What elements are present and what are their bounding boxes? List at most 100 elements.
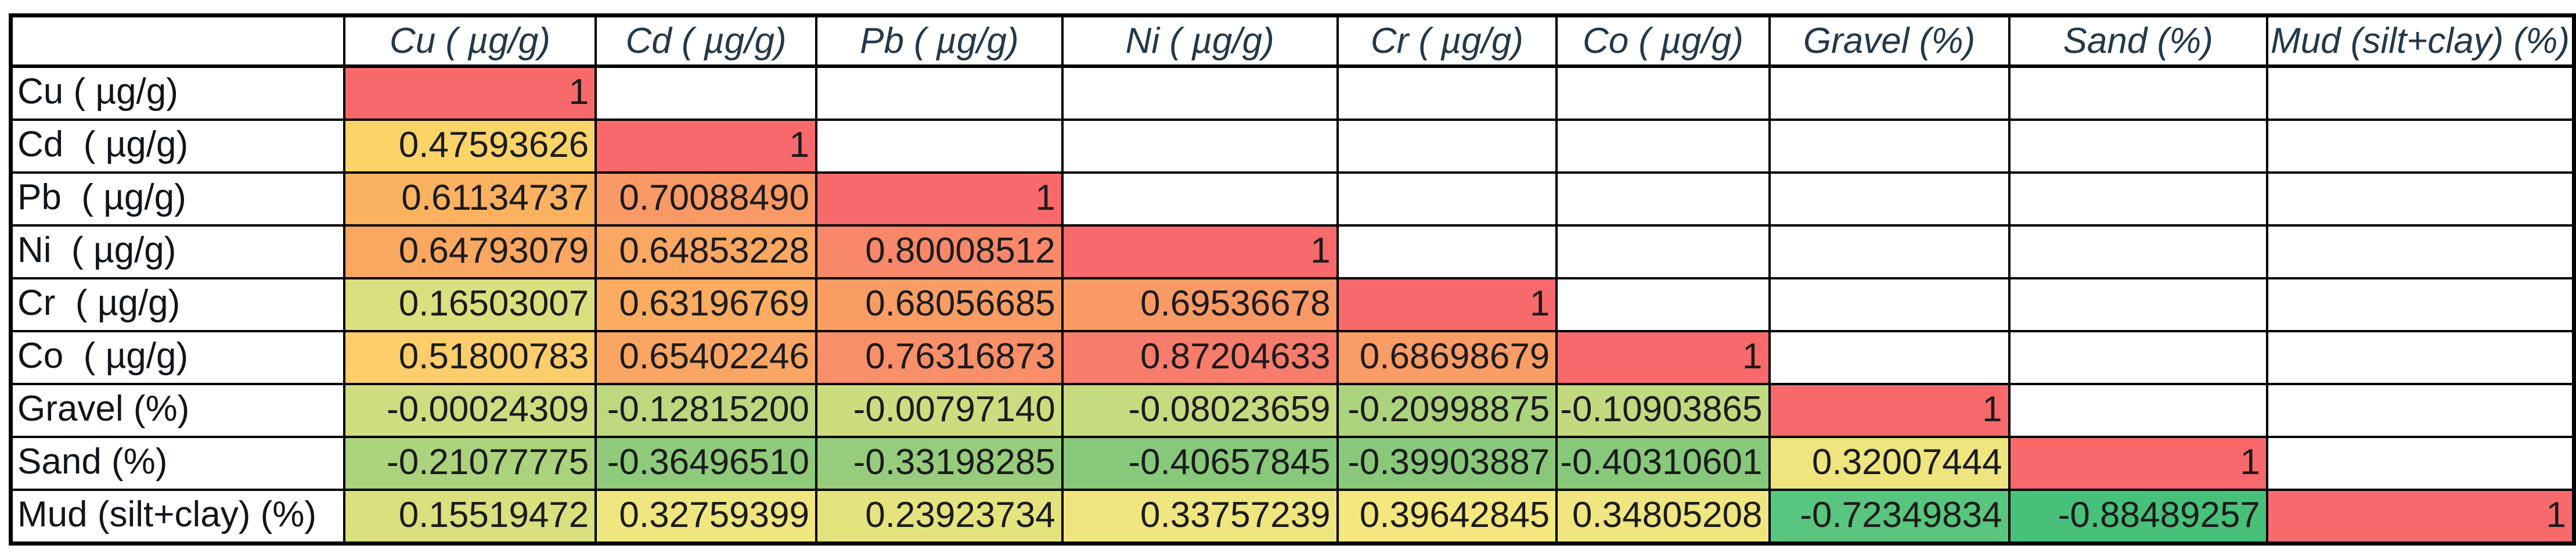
empty-cell[interactable]	[2265, 171, 2575, 227]
matrix-cell[interactable]: 1	[343, 64, 597, 121]
empty-cell[interactable]	[2265, 382, 2575, 438]
row-label[interactable]: Mud (silt+clay) (%)	[9, 488, 345, 544]
matrix-cell[interactable]: 0.32759399	[595, 488, 817, 544]
row-label[interactable]: Ni ( µg/g)	[9, 224, 345, 279]
matrix-cell[interactable]: 0.76316873	[815, 329, 1064, 385]
matrix-cell[interactable]: -0.36496510	[595, 435, 817, 491]
empty-cell[interactable]	[1061, 171, 1339, 227]
matrix-cell[interactable]: -0.00024309	[343, 382, 597, 438]
empty-cell[interactable]	[2008, 382, 2268, 438]
matrix-cell[interactable]: 0.68698679	[1336, 329, 1558, 385]
empty-cell[interactable]	[2008, 118, 2268, 174]
empty-cell[interactable]	[1555, 277, 1771, 332]
empty-cell[interactable]	[2008, 171, 2268, 227]
matrix-cell[interactable]: -0.08023659	[1061, 382, 1339, 438]
empty-cell[interactable]	[2265, 64, 2575, 121]
row-label[interactable]: Cr ( µg/g)	[9, 277, 345, 332]
column-header[interactable]: Co ( µg/g)	[1555, 14, 1771, 68]
matrix-cell[interactable]: -0.72349834	[1768, 488, 2011, 544]
matrix-cell[interactable]: 0.34805208	[1555, 488, 1771, 544]
column-header[interactable]: Cr ( µg/g)	[1336, 14, 1558, 68]
empty-cell[interactable]	[1336, 118, 1558, 174]
column-header[interactable]: Sand (%)	[2008, 14, 2268, 68]
matrix-cell[interactable]: -0.20998875	[1336, 382, 1558, 438]
matrix-cell[interactable]: 0.47593626	[343, 118, 597, 174]
column-header[interactable]: Gravel (%)	[1768, 14, 2011, 68]
empty-cell[interactable]	[1336, 64, 1558, 121]
row-label[interactable]: Cd ( µg/g)	[9, 118, 345, 174]
matrix-cell[interactable]: -0.10903865	[1555, 382, 1771, 438]
empty-cell[interactable]	[1061, 64, 1339, 121]
matrix-cell[interactable]: 0.65402246	[595, 329, 817, 385]
empty-cell[interactable]	[2008, 329, 2268, 385]
empty-cell[interactable]	[595, 64, 817, 121]
matrix-cell[interactable]: 1	[2008, 435, 2268, 491]
matrix-cell[interactable]: 0.64853228	[595, 224, 817, 279]
matrix-cell[interactable]: -0.00797140	[815, 382, 1064, 438]
matrix-cell[interactable]: -0.40310601	[1555, 435, 1771, 491]
row-label[interactable]: Pb ( µg/g)	[9, 171, 345, 227]
matrix-cell[interactable]: 1	[1061, 224, 1339, 279]
matrix-cell[interactable]: 0.63196769	[595, 277, 817, 332]
empty-cell[interactable]	[1555, 64, 1771, 121]
empty-cell[interactable]	[1061, 118, 1339, 174]
empty-cell[interactable]	[815, 118, 1064, 174]
empty-cell[interactable]	[1768, 118, 2011, 174]
row-label[interactable]: Gravel (%)	[9, 382, 345, 438]
empty-cell[interactable]	[2008, 224, 2268, 279]
empty-cell[interactable]	[1555, 171, 1771, 227]
empty-cell[interactable]	[2265, 435, 2575, 491]
empty-cell[interactable]	[2265, 118, 2575, 174]
matrix-cell[interactable]: 0.87204633	[1061, 329, 1339, 385]
empty-cell[interactable]	[1555, 224, 1771, 279]
empty-cell[interactable]	[1555, 118, 1771, 174]
column-header[interactable]: Cu ( µg/g)	[343, 14, 597, 68]
matrix-cell[interactable]: -0.40657845	[1061, 435, 1339, 491]
empty-cell[interactable]	[2265, 277, 2575, 332]
matrix-cell[interactable]: 0.70088490	[595, 171, 817, 227]
column-header[interactable]: Cd ( µg/g)	[595, 14, 817, 68]
column-header[interactable]: Ni ( µg/g)	[1061, 14, 1339, 68]
matrix-cell[interactable]: 0.51800783	[343, 329, 597, 385]
matrix-cell[interactable]: 1	[1768, 382, 2011, 438]
matrix-cell[interactable]: 1	[595, 118, 817, 174]
matrix-cell[interactable]: 0.80008512	[815, 224, 1064, 279]
matrix-cell[interactable]: 0.33757239	[1061, 488, 1339, 544]
empty-cell[interactable]	[1768, 224, 2011, 279]
empty-cell[interactable]	[2265, 329, 2575, 385]
column-header[interactable]: Pb ( µg/g)	[815, 14, 1064, 68]
column-header[interactable]: Mud (silt+clay) (%)	[2265, 14, 2575, 68]
empty-cell[interactable]	[2265, 224, 2575, 279]
matrix-cell[interactable]: 0.15519472	[343, 488, 597, 544]
matrix-cell[interactable]: -0.39903887	[1336, 435, 1558, 491]
empty-cell[interactable]	[1768, 329, 2011, 385]
matrix-cell[interactable]: 0.68056685	[815, 277, 1064, 332]
matrix-cell[interactable]: 0.16503007	[343, 277, 597, 332]
matrix-cell[interactable]: -0.21077775	[343, 435, 597, 491]
matrix-cell[interactable]: 1	[2265, 488, 2575, 544]
matrix-cell[interactable]: 0.69536678	[1061, 277, 1339, 332]
empty-cell[interactable]	[1768, 171, 2011, 227]
matrix-cell[interactable]: 0.32007444	[1768, 435, 2011, 491]
corner-cell[interactable]	[9, 14, 345, 68]
row-label[interactable]: Sand (%)	[9, 435, 345, 491]
matrix-cell[interactable]: 0.39642845	[1336, 488, 1558, 544]
empty-cell[interactable]	[1336, 171, 1558, 227]
empty-cell[interactable]	[1768, 277, 2011, 332]
empty-cell[interactable]	[1336, 224, 1558, 279]
matrix-cell[interactable]: 0.23923734	[815, 488, 1064, 544]
matrix-cell[interactable]: 1	[1336, 277, 1558, 332]
empty-cell[interactable]	[1768, 64, 2011, 121]
row-label[interactable]: Cu ( µg/g)	[9, 64, 345, 121]
matrix-cell[interactable]: 0.64793079	[343, 224, 597, 279]
matrix-cell[interactable]: 1	[815, 171, 1064, 227]
matrix-cell[interactable]: 1	[1555, 329, 1771, 385]
matrix-cell[interactable]: -0.88489257	[2008, 488, 2268, 544]
empty-cell[interactable]	[2008, 277, 2268, 332]
empty-cell[interactable]	[815, 64, 1064, 121]
matrix-cell[interactable]: -0.33198285	[815, 435, 1064, 491]
matrix-cell[interactable]: 0.61134737	[343, 171, 597, 227]
matrix-cell[interactable]: -0.12815200	[595, 382, 817, 438]
empty-cell[interactable]	[2008, 64, 2268, 121]
row-label[interactable]: Co ( µg/g)	[9, 329, 345, 385]
